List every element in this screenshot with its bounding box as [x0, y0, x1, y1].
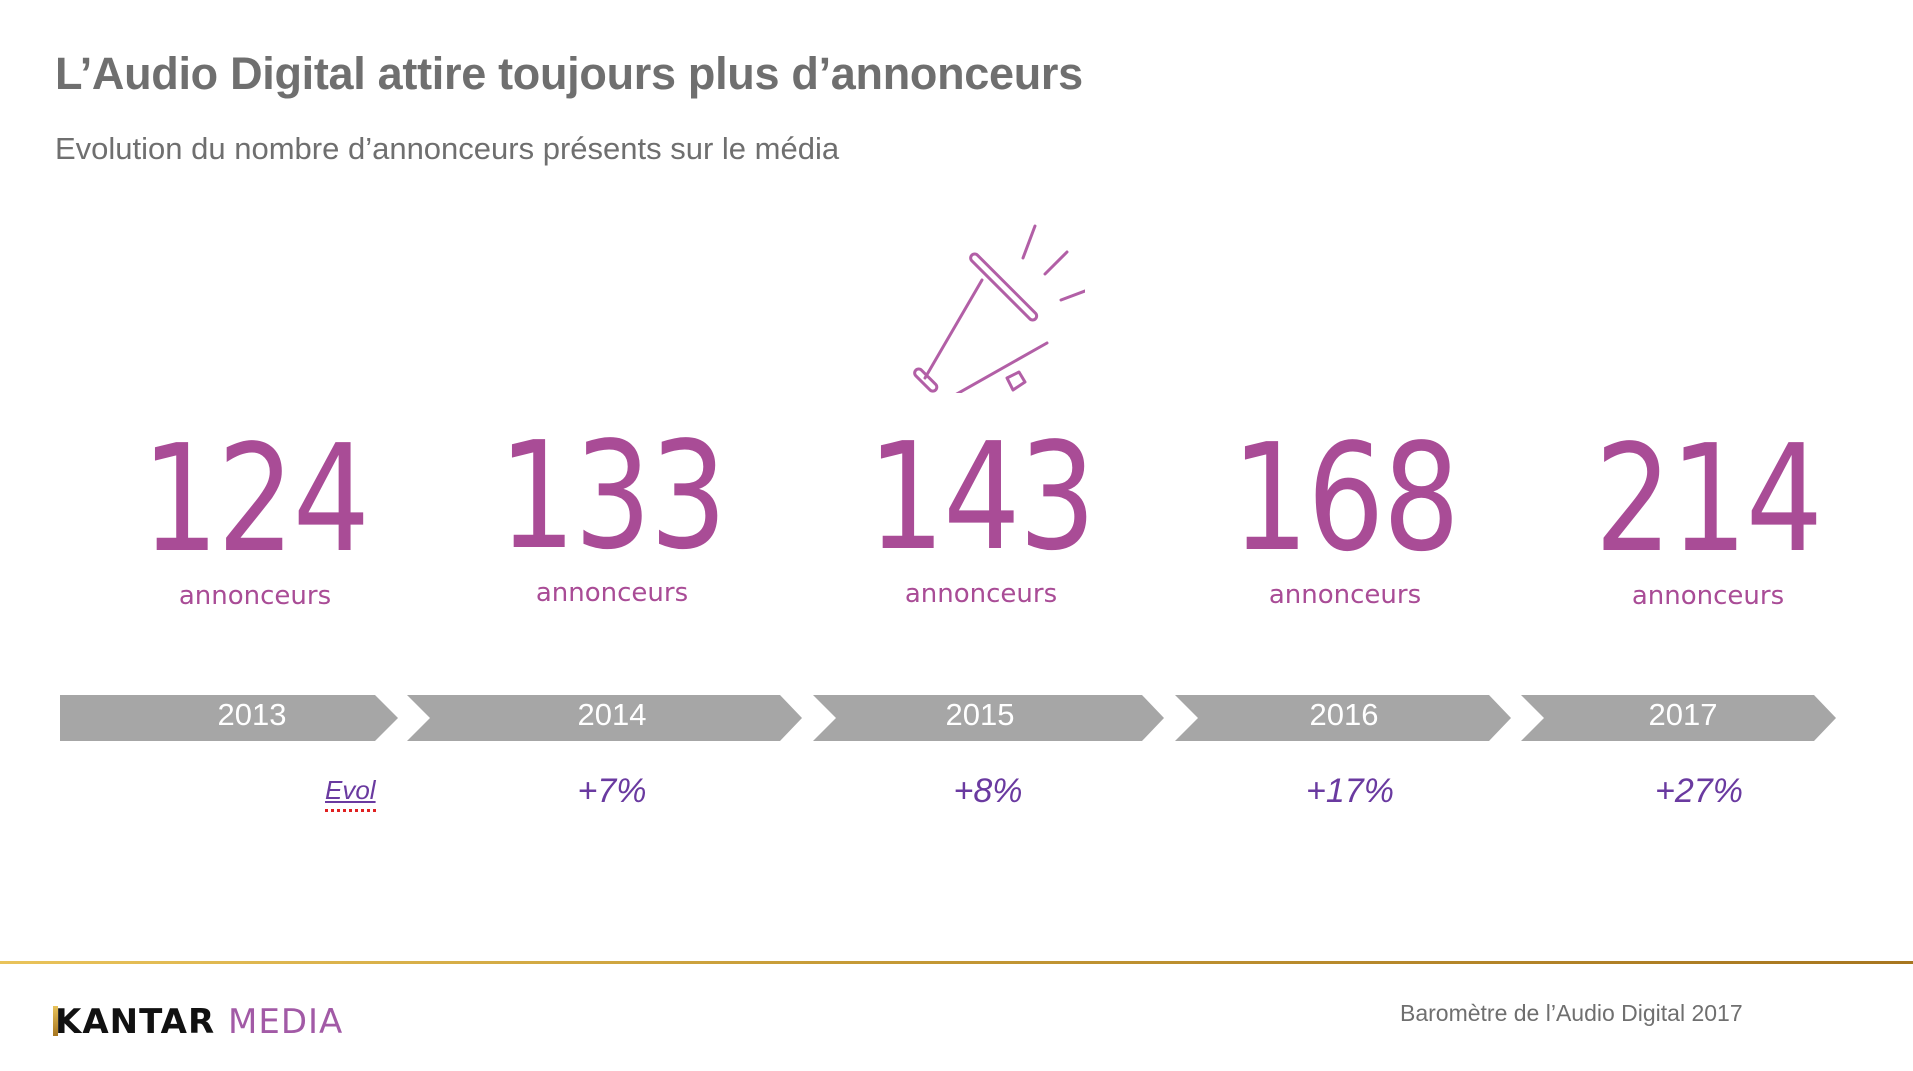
- stat-2016: 168 annonceurs: [1165, 424, 1525, 610]
- year-label: 2017: [1648, 697, 1718, 732]
- year-label: 2014: [577, 697, 647, 732]
- logo-mark: [53, 1006, 58, 1036]
- timeline-arrow-2015: [813, 695, 1164, 741]
- stat-unit: annonceurs: [904, 579, 1058, 609]
- stat-value: 168: [1231, 412, 1460, 584]
- evolution-value: +27%: [1655, 772, 1743, 810]
- stat-value: 214: [1594, 413, 1823, 585]
- evolution-value: +7%: [577, 772, 647, 810]
- year-label: 2015: [945, 697, 1015, 732]
- stat-2015: 143 annonceurs: [801, 423, 1161, 609]
- timeline-arrow-2013: [60, 695, 398, 741]
- slide-subtitle: Evolution du nombre d’annonceurs présent…: [55, 131, 840, 166]
- stat-value: 133: [498, 410, 727, 582]
- timeline: [60, 695, 1836, 741]
- stat-2017: 214 annonceurs: [1528, 425, 1888, 611]
- megaphone-icon: [913, 224, 1085, 393]
- footer-divider: [0, 961, 1913, 964]
- stat-2014: 133 annonceurs: [432, 422, 792, 608]
- year-label: 2016: [1309, 697, 1379, 732]
- evolution-label: Evol: [325, 775, 376, 812]
- slide-title: L’Audio Digital attire toujours plus d’a…: [55, 48, 1083, 99]
- logo-secondary: MEDIA: [228, 1002, 344, 1042]
- stat-unit: annonceurs: [1631, 581, 1785, 611]
- stat-unit: annonceurs: [178, 581, 332, 611]
- stat-unit: annonceurs: [535, 578, 689, 608]
- timeline-arrow-2017: [1521, 695, 1836, 741]
- footer-caption: Baromètre de l’Audio Digital 2017: [1400, 1000, 1743, 1026]
- kantar-media-logo: KANTAR MEDIA: [53, 1002, 343, 1042]
- evolution-value: +17%: [1306, 772, 1394, 810]
- stat-2013: 124 annonceurs: [75, 425, 435, 611]
- timeline-arrow-2014: [407, 695, 802, 741]
- timeline-arrow-2016: [1175, 695, 1511, 741]
- logo-primary: KANTAR: [55, 1002, 216, 1042]
- stat-value: 124: [141, 413, 370, 585]
- stat-value: 143: [867, 411, 1096, 583]
- stat-unit: annonceurs: [1268, 580, 1422, 610]
- year-label: 2013: [217, 697, 287, 732]
- evolution-value: +8%: [953, 772, 1023, 810]
